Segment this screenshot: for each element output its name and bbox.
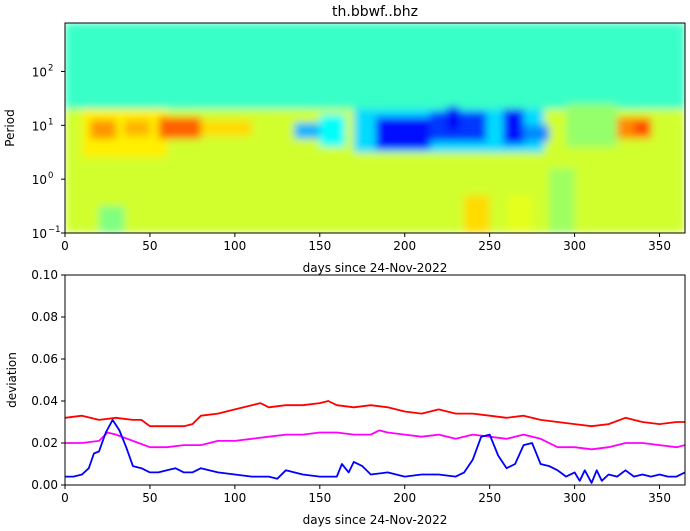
top-x-tick-label: 150	[308, 239, 331, 253]
heatmap-region	[506, 195, 533, 233]
bottom-x-tick-label: 200	[393, 491, 416, 505]
bottom-x-tick-label: 300	[563, 491, 586, 505]
heatmap-region	[124, 119, 150, 137]
heatmap-region	[65, 23, 685, 110]
bottom-x-axis: 0 50 100 150 200 250 300 350	[61, 485, 671, 505]
top-x-axis: 0 50 100 150 200 250 300 350	[61, 233, 671, 253]
series-line-magenta	[65, 429, 685, 451]
heatmap-region	[158, 117, 201, 139]
bottom-y-tick-label: 0.08	[31, 310, 58, 324]
heatmap-region	[566, 103, 618, 147]
bottom-y-tick-label: 0.06	[31, 352, 58, 366]
top-x-tick-label: 300	[563, 239, 586, 253]
top-y-tick-label: 10	[32, 173, 47, 187]
heatmap-region	[634, 122, 652, 134]
heatmap-cells	[65, 23, 685, 233]
top-axes-frame	[64, 22, 686, 234]
bottom-x-tick-label: 350	[648, 491, 671, 505]
bottom-y-tick-label: 0.10	[31, 268, 58, 282]
bottom-y-tick-label: 0.04	[31, 394, 58, 408]
bottom-x-tick-label: 150	[308, 491, 331, 505]
top-x-tick-label: 350	[648, 239, 671, 253]
bottom-axes-frame	[64, 274, 686, 486]
series-line-red	[65, 400, 685, 428]
heatmap-region	[523, 125, 550, 142]
heatmap-region	[319, 114, 346, 147]
series-line-blue	[65, 419, 685, 484]
heatmap-region	[549, 168, 575, 233]
heatmap-region	[464, 195, 490, 233]
heatmap-region	[503, 109, 524, 145]
bottom-x-tick-label: 50	[142, 491, 157, 505]
heatmap-region	[375, 117, 431, 150]
bottom-y-tick-label: 0.02	[31, 436, 58, 450]
bottom-x-axis-label: days since 24-Nov-2022	[303, 513, 448, 527]
top-y-tick-label: 10	[32, 227, 47, 241]
top-x-tick-label: 0	[61, 239, 69, 253]
top-y-tick-label: 10	[32, 119, 47, 133]
heatmap-layer	[65, 23, 685, 233]
top-y-tick-exponent: 0	[48, 171, 53, 181]
heatmap-region	[98, 206, 125, 233]
heatmap-region	[447, 106, 460, 131]
bottom-x-tick-label: 0	[61, 491, 69, 505]
bottom-x-tick-label: 100	[223, 491, 246, 505]
bottom-y-axis-label: deviation	[5, 352, 19, 408]
top-y-tick-label: 10	[32, 65, 47, 79]
deviation-lines	[65, 400, 685, 484]
top-y-tick-exponent: −1	[48, 225, 61, 235]
heatmap-region	[200, 119, 252, 137]
bottom-y-tick-label: 0.00	[31, 478, 58, 492]
top-x-axis-label: days since 24-Nov-2022	[303, 261, 448, 275]
bottom-x-tick-label: 250	[478, 491, 501, 505]
top-y-tick-exponent: 1	[48, 117, 53, 127]
heatmap-region	[90, 119, 116, 139]
top-x-tick-label: 250	[478, 239, 501, 253]
bottom-y-axis: 0.00 0.02 0.04 0.06 0.08 0.10	[31, 268, 65, 492]
top-x-tick-label: 50	[142, 239, 157, 253]
top-chart-title: th.bbwf..bhz	[332, 4, 418, 20]
top-x-tick-label: 100	[223, 239, 246, 253]
top-x-tick-label: 200	[393, 239, 416, 253]
top-y-tick-exponent: 2	[48, 63, 53, 73]
top-y-axis-label: Period	[3, 109, 17, 146]
